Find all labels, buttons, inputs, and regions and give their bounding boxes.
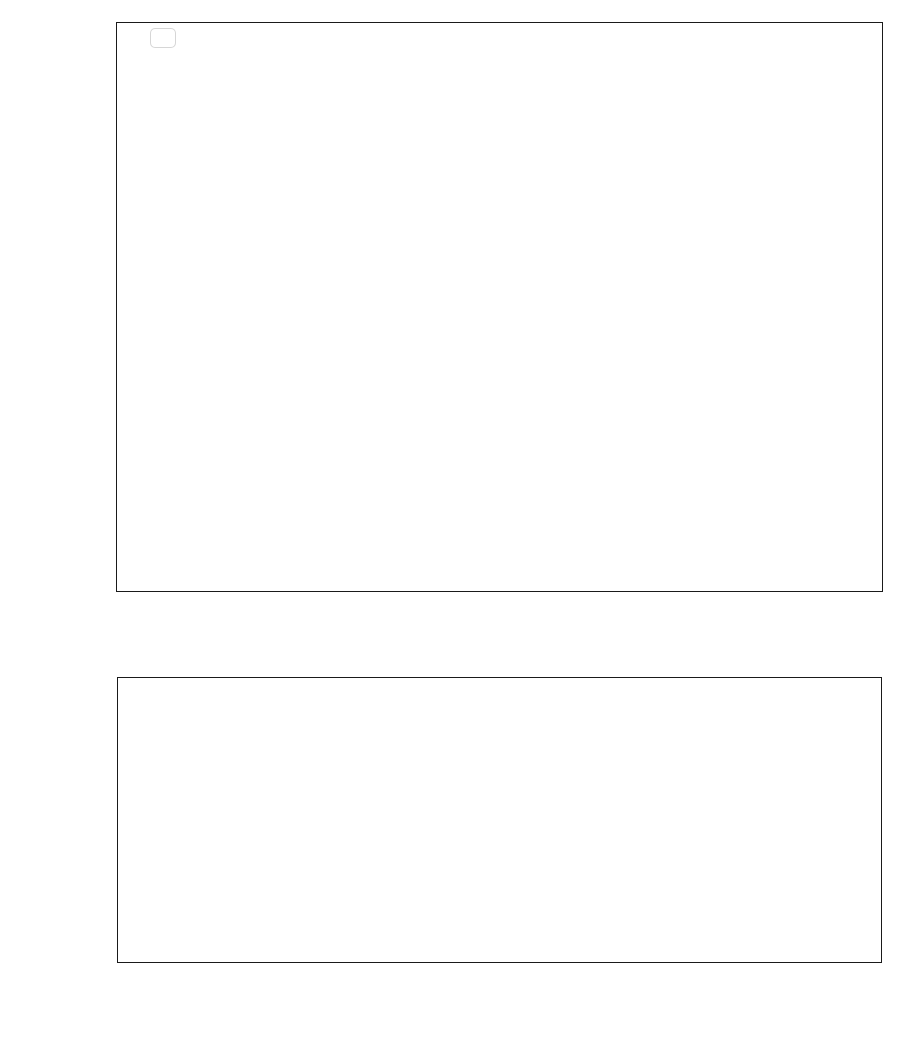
fit-residuals-plot [117,677,882,963]
photometric-calibration-plot [116,22,883,592]
top-plot-overlay [117,23,882,591]
legend [150,28,176,48]
bottom-plot-overlay [118,678,881,962]
